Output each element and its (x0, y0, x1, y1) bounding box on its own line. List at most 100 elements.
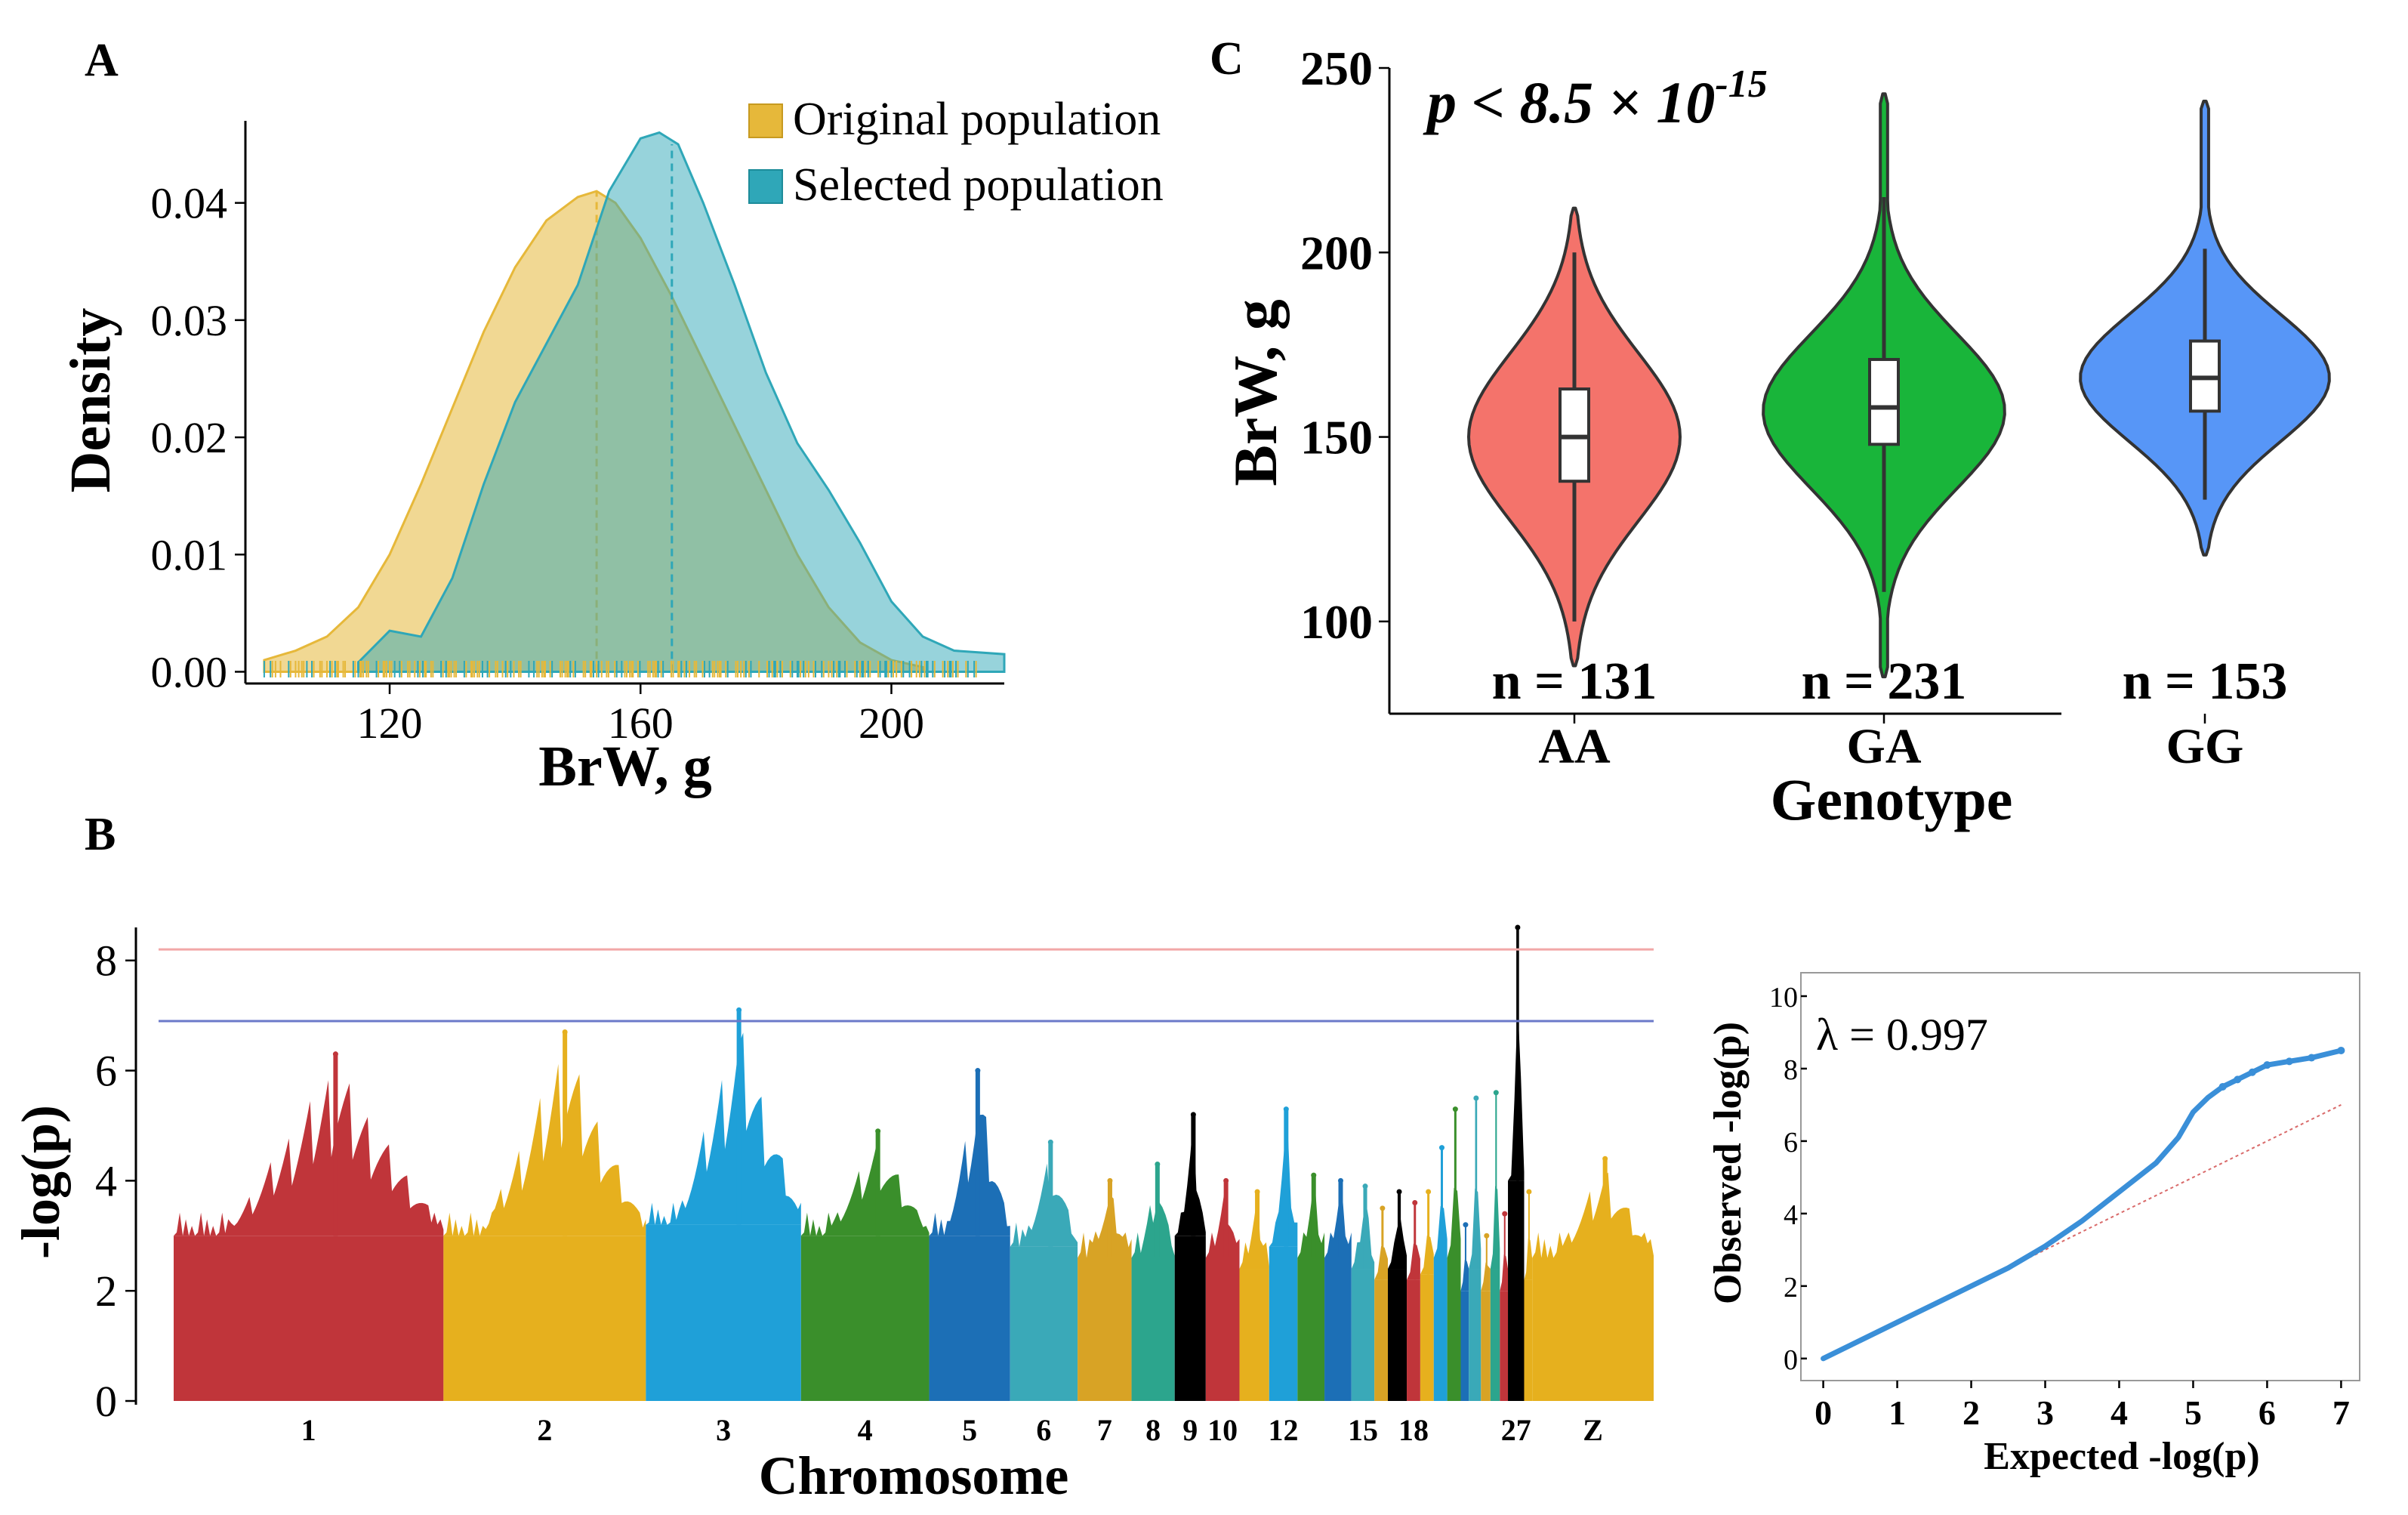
density-area-selected (357, 131, 1006, 673)
panel-label-b: B (85, 809, 116, 860)
peak-point-12 (1283, 1106, 1289, 1112)
violin-x-tick-label-aa: AA (1538, 719, 1611, 774)
qq-observed-curve (1821, 1048, 2344, 1362)
chromosome-block-26 (1500, 1291, 1509, 1401)
chromosome-tick-label-7: 7 (1097, 1413, 1112, 1447)
peak-point-6 (1047, 1139, 1053, 1145)
chromosome-tick-label-12: 12 (1269, 1413, 1299, 1447)
p-value-annotation: p < 8.5 × 10-15 (1423, 63, 1768, 135)
chromosome-block-2 (443, 1236, 646, 1401)
chromosome-block-5 (929, 1236, 1010, 1401)
peak-point-5 (975, 1068, 981, 1074)
peak-point-14 (1337, 1177, 1343, 1183)
density-x-label: BrW, g (538, 735, 711, 798)
manhattan-y-label: -log(p) (11, 1105, 71, 1259)
violin-y-tick-label: 150 (1300, 411, 1373, 464)
chromosome-block-23 (1469, 1269, 1481, 1401)
legend-label-selected: Selected population (793, 159, 1164, 211)
chromosome-block-Z (1532, 1257, 1654, 1401)
chromosome-peaks-9 (1174, 1119, 1206, 1236)
chromosome-peaks-19 (1420, 1235, 1434, 1275)
chromosome-block-12 (1269, 1246, 1298, 1401)
qq-plot: 0 1 2 3 4 5 6 7 0 2 4 6 8 10 λ = 0.997 Expected -log(… (1707, 972, 2360, 1478)
manhattan-y-tick-label: 4 (95, 1156, 117, 1205)
peak-point-20 (1438, 1145, 1444, 1151)
chromosome-block-21 (1447, 1257, 1461, 1401)
chromosome-peaks-23 (1469, 1188, 1481, 1270)
chromosome-block-28 (1524, 1279, 1533, 1401)
chromosome-peaks-17 (1388, 1217, 1407, 1270)
chromosome-peaks-27 (1508, 1002, 1525, 1181)
peak-point-11 (1254, 1189, 1260, 1195)
legend-swatch-original (748, 103, 783, 138)
qq-y-tick-label: 10 (1769, 982, 1798, 1014)
qq-plot-frame (1800, 972, 2360, 1381)
chromosome-block-27 (1508, 1180, 1525, 1401)
chromosome-peaks-11 (1239, 1195, 1269, 1270)
chromosome-tick-label-10: 10 (1207, 1413, 1238, 1447)
peak-point-3 (736, 1007, 742, 1013)
chromosome-peaks-18 (1407, 1243, 1420, 1280)
chromosome-peaks-13 (1297, 1191, 1325, 1258)
peak-point-15 (1362, 1183, 1368, 1189)
density-y-tick-label: 0.00 (151, 647, 228, 696)
chromosome-peaks-22 (1460, 1260, 1469, 1291)
chromosome-peaks-6 (1010, 1163, 1078, 1247)
violin-y-tick-label: 250 (1300, 42, 1373, 95)
density-legend: Original population Selected population (748, 94, 1164, 211)
chromosome-block-15 (1351, 1269, 1375, 1401)
manhattan-y-tick-label: 6 (95, 1047, 117, 1096)
chromosome-peaks-24 (1481, 1262, 1491, 1291)
chromosome-peaks-21 (1447, 1187, 1461, 1258)
n-label-aa: n = 131 (1492, 653, 1657, 711)
qq-point (2285, 1057, 2293, 1066)
manhattan-x-label: Chromosome (759, 1446, 1069, 1506)
density-y-tick-label: 0.02 (151, 413, 228, 462)
chromosome-tick-label-2: 2 (537, 1413, 552, 1447)
violin-y-tick-label: 100 (1300, 595, 1373, 649)
chromosome-block-14 (1324, 1257, 1352, 1401)
chromosome-peaks-8 (1131, 1202, 1175, 1258)
peak-point-21 (1452, 1106, 1458, 1112)
qq-x-tick-label: 7 (2332, 1393, 2350, 1432)
violin-y-tick-label: 200 (1300, 226, 1373, 279)
chromosome-tick-label-6: 6 (1036, 1413, 1051, 1447)
peak-point-28 (1526, 1189, 1532, 1195)
peak-point-4 (875, 1128, 881, 1134)
chromosome-block-6 (1010, 1246, 1078, 1401)
chromosome-tick-label-1: 1 (301, 1413, 316, 1447)
chromosome-tick-label-15: 15 (1348, 1413, 1378, 1447)
chromosome-tick-label-5: 5 (962, 1413, 977, 1447)
chromosome-block-20 (1433, 1257, 1448, 1401)
chromosome-peaks-20 (1433, 1205, 1448, 1258)
density-plot: 120 160 200 0.00 0.01 0.02 0.03 0.04 BrW, g Den… (59, 94, 1164, 798)
qq-y-tick-label: 2 (1784, 1272, 1798, 1304)
chromosome-tick-label-8: 8 (1145, 1413, 1161, 1447)
manhattan-y-tick-label: 0 (95, 1377, 117, 1426)
chromosome-block-22 (1460, 1291, 1469, 1401)
qq-y-tick-label: 6 (1784, 1127, 1798, 1159)
chromosome-peaks-2 (443, 1063, 646, 1236)
density-x-tick-label: 160 (608, 699, 674, 748)
chromosome-block-24 (1481, 1291, 1491, 1401)
qq-x-tick-label: 6 (2258, 1393, 2276, 1432)
chromosome-block-16 (1374, 1279, 1389, 1401)
peak-point-27 (1515, 924, 1521, 930)
chromosome-peaks-10 (1205, 1193, 1240, 1258)
chromosome-block-8 (1131, 1257, 1175, 1401)
chromosome-block-9 (1174, 1236, 1206, 1401)
chromosome-block-11 (1239, 1269, 1269, 1401)
density-y-label: Density (59, 308, 122, 493)
qq-point (2218, 1082, 2227, 1091)
chromosome-peaks-3 (646, 1032, 801, 1225)
box-ga (1868, 357, 1900, 446)
chromosome-tick-label-4: 4 (858, 1413, 873, 1447)
peak-point-26 (1502, 1211, 1508, 1217)
qq-x-tick-label: 0 (1814, 1393, 1832, 1432)
qq-y-tick-label: 4 (1784, 1199, 1798, 1231)
manhattan-y-tick-label: 8 (95, 936, 117, 986)
legend-swatch-selected (748, 169, 783, 204)
chromosome-peaks-28 (1524, 1238, 1533, 1280)
